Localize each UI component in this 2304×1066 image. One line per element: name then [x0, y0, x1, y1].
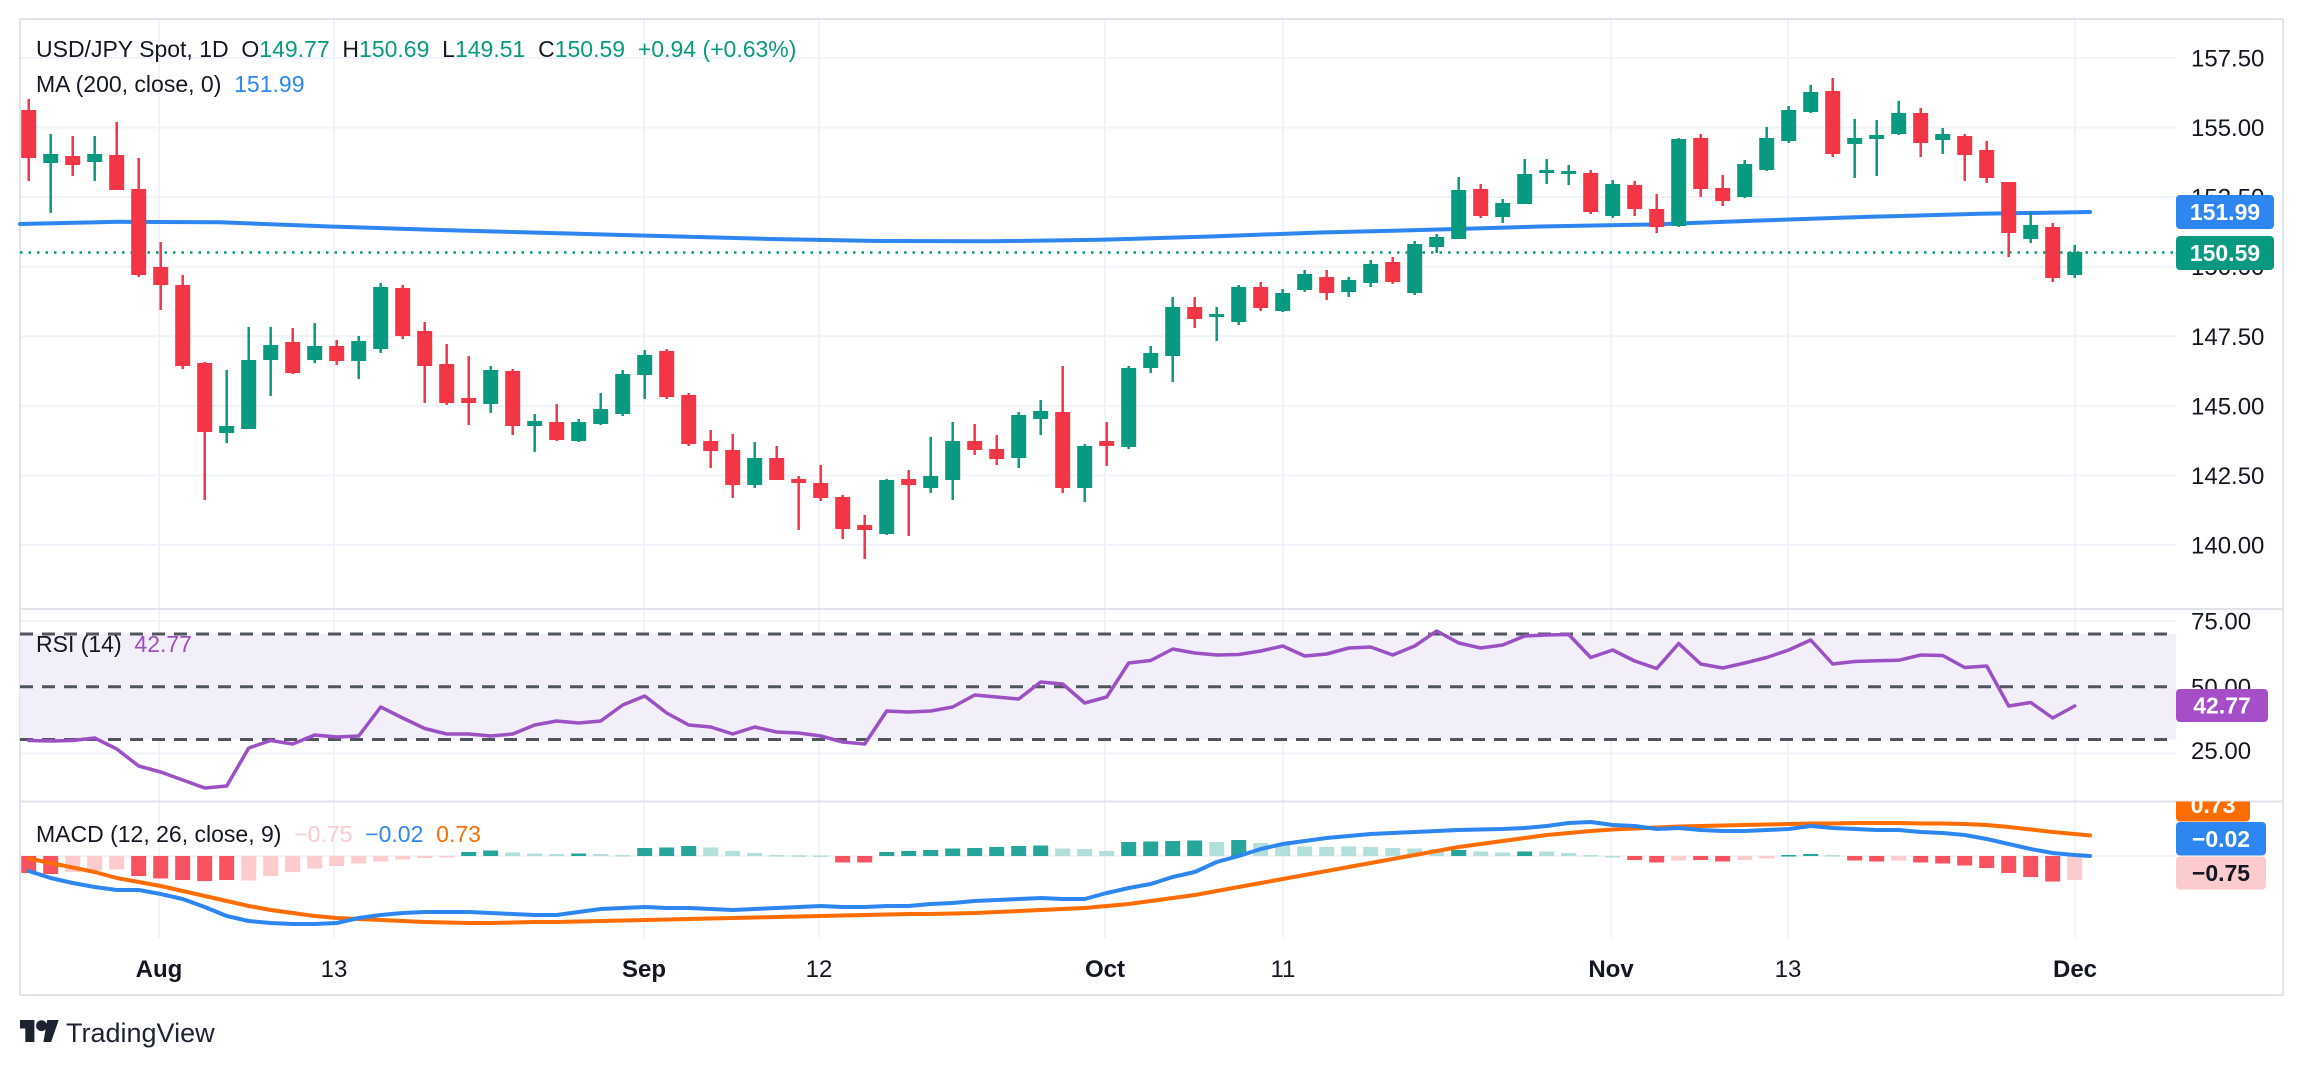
svg-text:155.00: 155.00 — [2191, 115, 2264, 142]
svg-text:Oct: Oct — [1085, 956, 1125, 983]
svg-text:−0.75: −0.75 — [2192, 860, 2250, 886]
svg-text:0.73: 0.73 — [2191, 792, 2236, 818]
svg-text:TradingView: TradingView — [66, 1018, 215, 1048]
svg-text:RSI (14) 42.77: RSI (14) 42.77 — [36, 631, 192, 657]
svg-text:140.00: 140.00 — [2191, 533, 2264, 560]
svg-text:Aug: Aug — [136, 956, 183, 983]
svg-text:42.77: 42.77 — [2193, 693, 2251, 719]
svg-text:MA (200, close, 0) 151.99: MA (200, close, 0) 151.99 — [36, 71, 305, 97]
svg-text:11: 11 — [1271, 956, 1296, 983]
svg-text:Nov: Nov — [1588, 956, 1634, 983]
svg-text:13: 13 — [1775, 956, 1802, 983]
svg-text:12: 12 — [806, 956, 833, 983]
svg-text:25.00: 25.00 — [2191, 738, 2251, 765]
svg-text:151.99: 151.99 — [2190, 199, 2260, 225]
svg-text:147.50: 147.50 — [2191, 324, 2264, 351]
svg-text:145.00: 145.00 — [2191, 393, 2264, 420]
svg-text:Sep: Sep — [622, 956, 666, 983]
svg-text:75.00: 75.00 — [2191, 609, 2251, 636]
svg-text:−0.02: −0.02 — [2192, 826, 2250, 852]
svg-text:150.59: 150.59 — [2190, 240, 2260, 266]
svg-text:13: 13 — [321, 956, 348, 983]
svg-text:142.50: 142.50 — [2191, 463, 2264, 490]
svg-text:MACD (12, 26, close, 9) −0.75: MACD (12, 26, close, 9) −0.75 −0.02 0.73 — [36, 821, 481, 847]
svg-text:157.50: 157.50 — [2191, 46, 2264, 73]
svg-text:Dec: Dec — [2053, 956, 2097, 983]
svg-text:USD/JPY Spot, 1D O149.77 H15: USD/JPY Spot, 1D O149.77 H150.69 L149.51… — [36, 36, 796, 62]
